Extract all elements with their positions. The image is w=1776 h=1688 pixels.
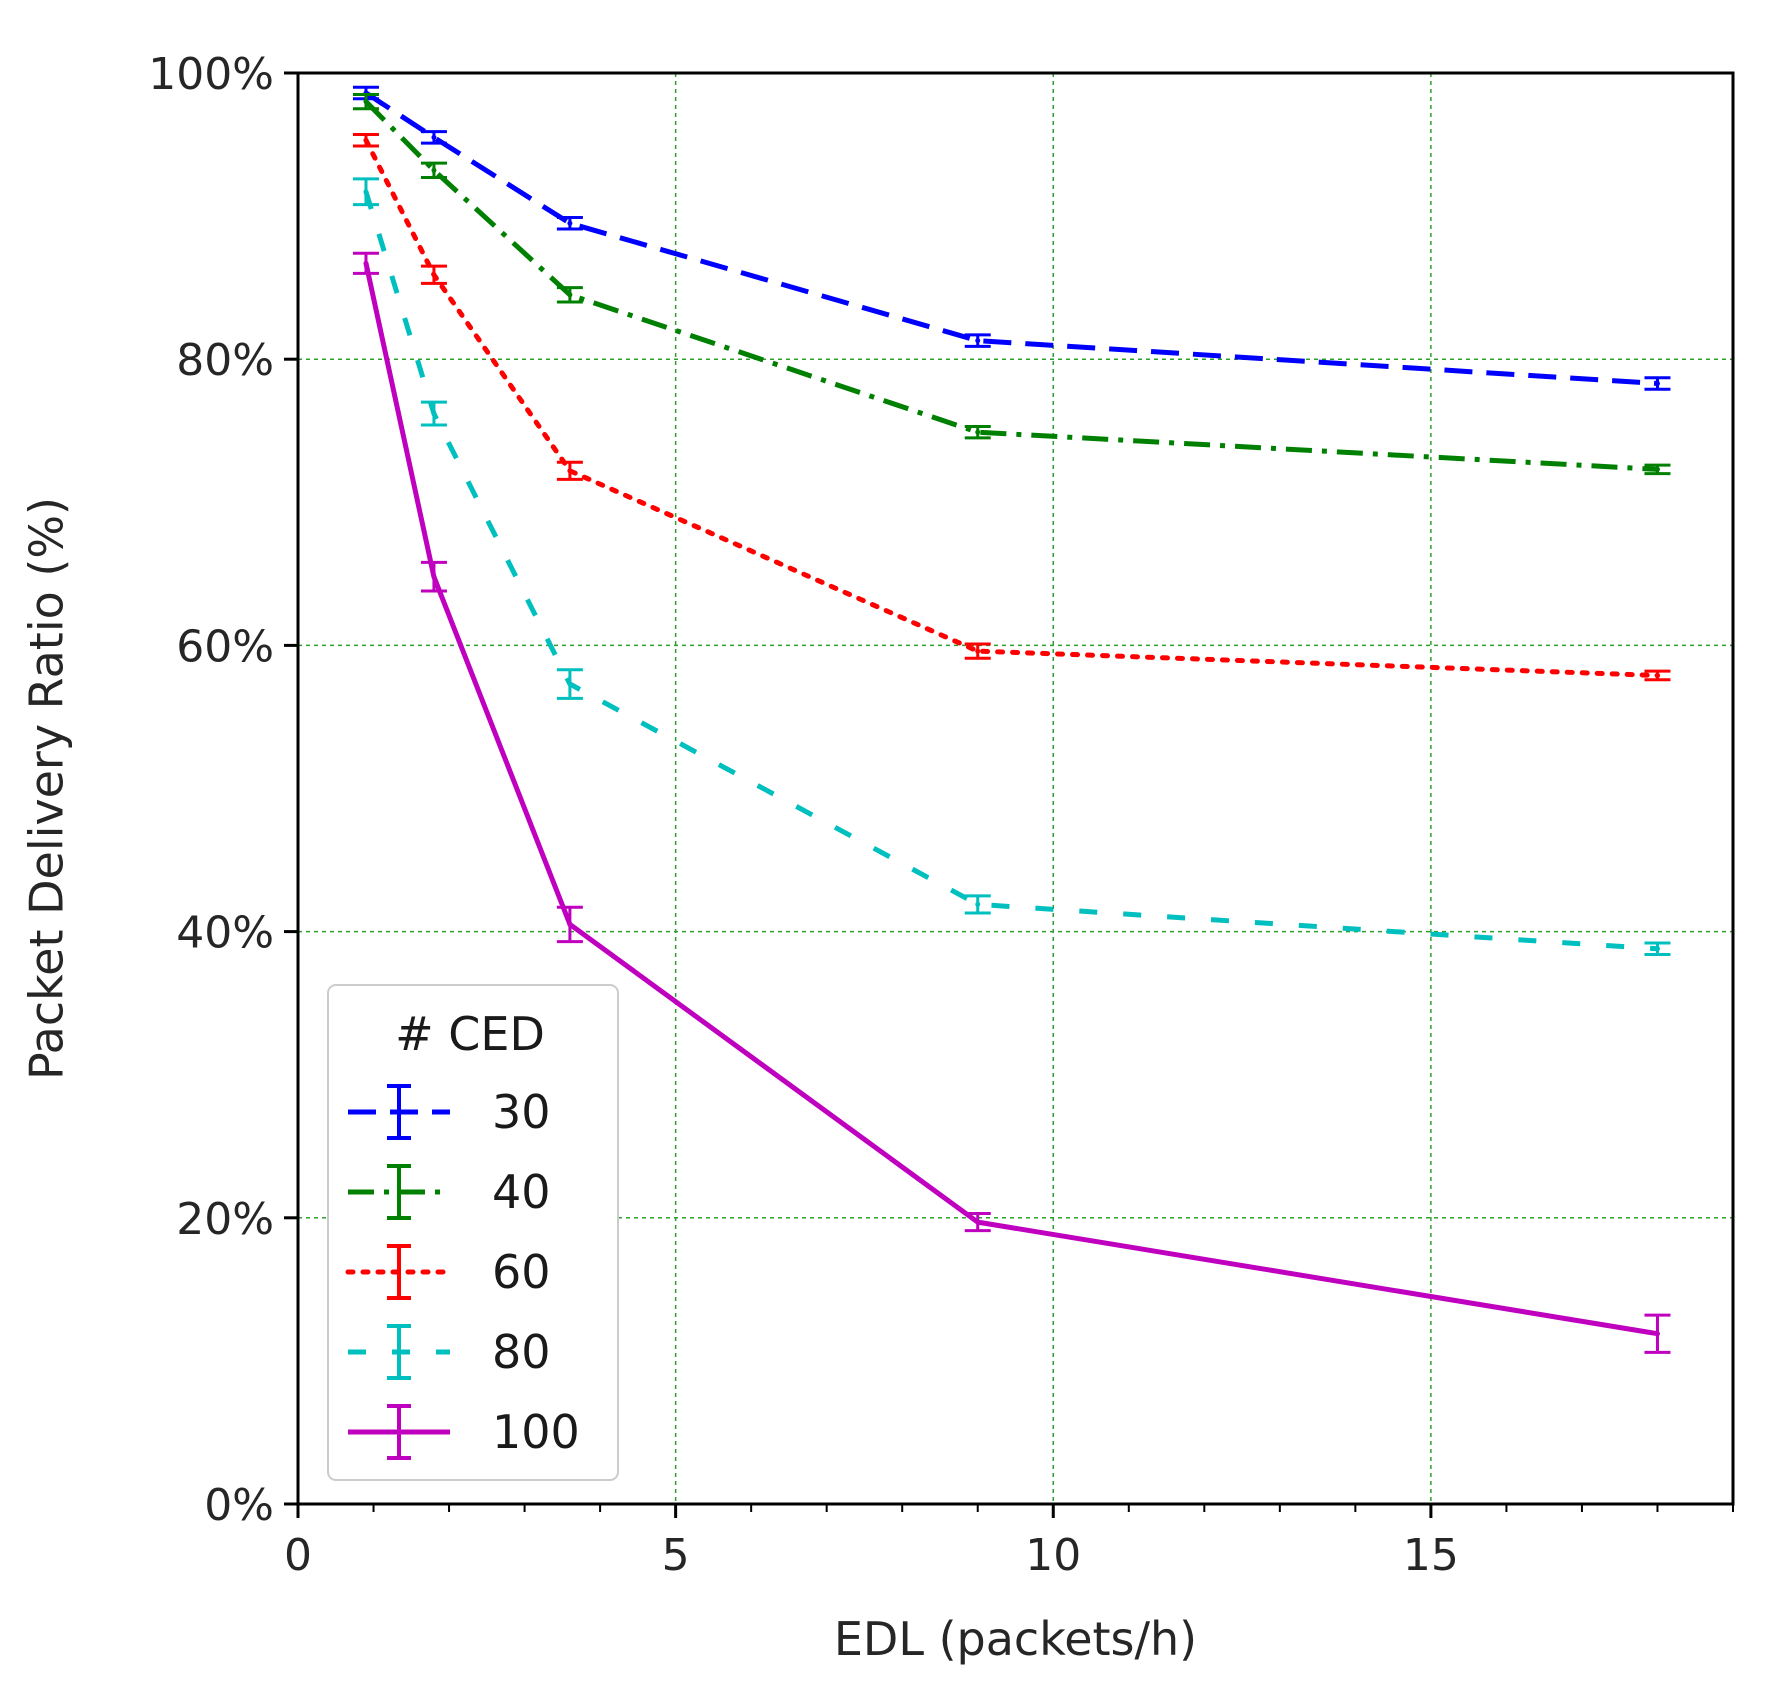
plot-frame — [296, 71, 1735, 1506]
data-point — [975, 1219, 981, 1225]
data-point — [567, 292, 573, 298]
series-60 — [352, 133, 1671, 682]
data-point — [975, 901, 981, 907]
axis-ticks: 0 5 10 15 0% 20% 40% 60% 80% 100% — [148, 49, 1734, 1581]
data-point — [1654, 1331, 1660, 1337]
error-bar — [352, 92, 379, 111]
data-point — [1654, 672, 1660, 678]
error-bar — [420, 400, 447, 427]
data-point — [975, 338, 981, 344]
data-point — [1654, 381, 1660, 387]
error-bar — [420, 560, 447, 593]
error-bar — [964, 1212, 991, 1233]
data-point — [975, 429, 981, 435]
grid — [298, 73, 1733, 1504]
legend: # CED 30 40 60 80 100 — [327, 984, 619, 1481]
y-axis-title: Packet Delivery Ratio (%) — [20, 497, 74, 1080]
error-bar — [556, 216, 583, 231]
error-bar — [420, 161, 447, 179]
data-point — [431, 272, 437, 278]
error-bar — [420, 264, 447, 285]
data-point — [431, 134, 437, 140]
data-point — [1654, 946, 1660, 952]
series-80 — [352, 177, 1671, 956]
error-bar — [556, 905, 583, 944]
data-point — [567, 468, 573, 474]
error-bar — [964, 333, 991, 348]
legend-entry-40: 40 — [348, 1164, 551, 1220]
y-tick-label: 0% — [204, 1480, 274, 1531]
error-bar — [1644, 1313, 1671, 1354]
legend-label: 40 — [492, 1165, 551, 1219]
legend-entry-60: 60 — [345, 1244, 551, 1300]
data-point — [975, 648, 981, 654]
legend-label: 60 — [492, 1245, 551, 1299]
data-point — [431, 167, 437, 173]
legend-entry-80: 80 — [348, 1324, 551, 1380]
y-tick-label: 80% — [176, 335, 274, 386]
x-tick-label: 0 — [284, 1530, 312, 1581]
series-line-30 — [364, 90, 1658, 386]
data-point — [431, 574, 437, 580]
error-bar — [352, 251, 379, 275]
x-tick-label: 5 — [662, 1530, 690, 1581]
y-tick-label: 100% — [148, 49, 274, 100]
plot-series — [352, 85, 1671, 1354]
data-point — [567, 921, 573, 927]
error-bar — [964, 894, 991, 915]
x-tick-label: 10 — [1025, 1530, 1081, 1581]
data-point — [363, 260, 369, 266]
legend-label: 80 — [492, 1325, 551, 1379]
error-bar — [1644, 669, 1671, 682]
x-axis-title: EDL (packets/h) — [834, 1612, 1197, 1666]
data-point — [363, 189, 369, 195]
series-100 — [352, 251, 1671, 1354]
data-point — [1654, 466, 1660, 472]
data-point — [363, 99, 369, 105]
error-bar — [556, 286, 583, 304]
data-point — [363, 137, 369, 143]
error-bar — [1644, 941, 1671, 956]
error-bar — [556, 668, 583, 700]
series-40 — [352, 92, 1671, 476]
error-bar — [964, 424, 991, 440]
y-tick-label: 40% — [176, 908, 274, 959]
data-point — [567, 220, 573, 226]
legend-title: # CED — [395, 1007, 545, 1061]
error-bar — [1644, 376, 1671, 391]
error-bar — [352, 133, 379, 148]
legend-label: 100 — [492, 1405, 580, 1459]
legend-label: 30 — [492, 1085, 551, 1139]
data-point — [431, 411, 437, 417]
legend-entries: 30 40 60 80 100 — [345, 1084, 580, 1460]
data-point — [567, 681, 573, 687]
legend-entry-100: 100 — [348, 1404, 580, 1460]
error-bar — [352, 177, 379, 207]
error-bar — [556, 460, 583, 481]
error-bar — [964, 642, 991, 660]
x-tick-label: 15 — [1403, 1530, 1459, 1581]
y-tick-label: 20% — [176, 1194, 274, 1245]
error-bar — [420, 130, 447, 145]
y-tick-label: 60% — [176, 621, 274, 672]
legend-entry-30: 30 — [348, 1084, 551, 1140]
error-bar — [1644, 463, 1671, 476]
series-30 — [352, 85, 1671, 391]
